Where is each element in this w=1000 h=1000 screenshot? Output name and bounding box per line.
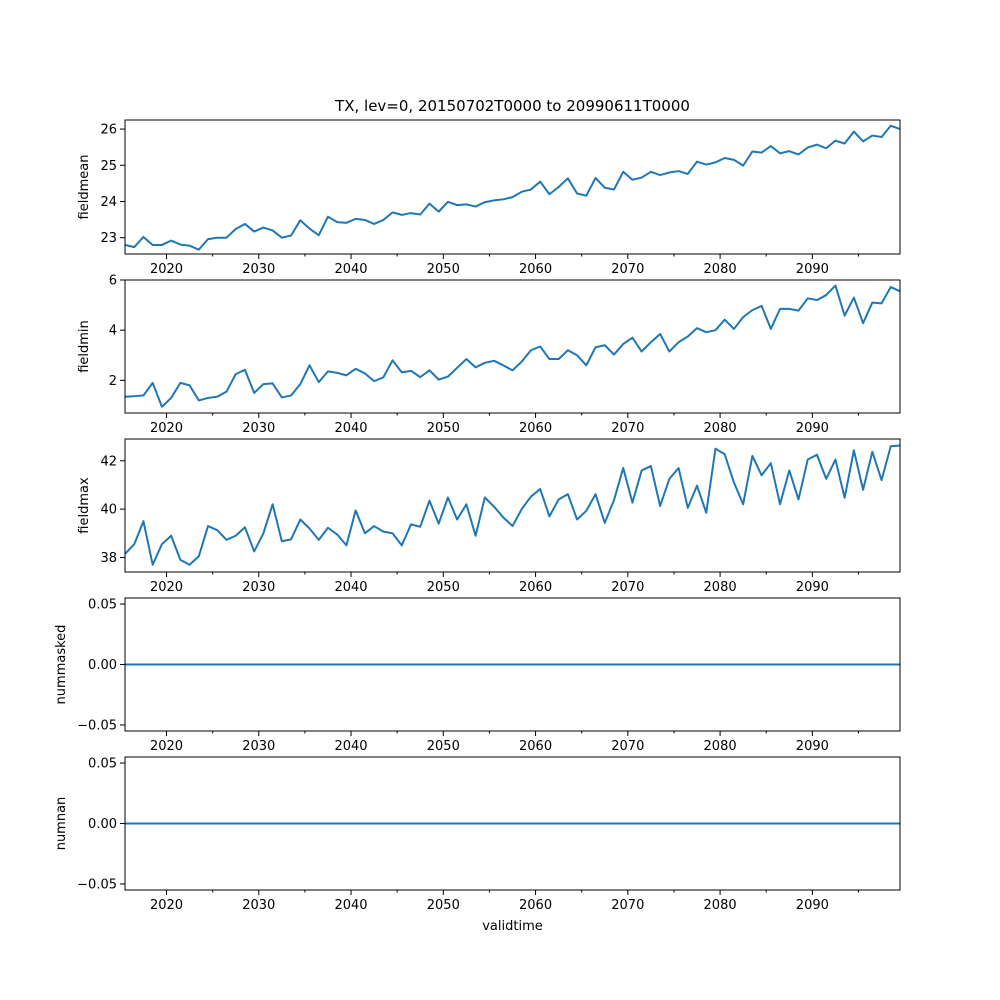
y-tick-label: 2 <box>109 374 117 389</box>
y-tick-label: 0.05 <box>88 757 117 772</box>
x-tick-label: 2030 <box>242 421 275 436</box>
x-tick-label: 2070 <box>611 898 644 913</box>
x-tick-label: 2030 <box>242 580 275 595</box>
x-tick-label: 2090 <box>796 262 829 277</box>
x-tick-label: 2070 <box>611 421 644 436</box>
y-tick-label: 0.00 <box>88 658 117 673</box>
y-tick-label: 4 <box>109 324 117 339</box>
x-tick-label: 2080 <box>704 421 737 436</box>
subplot-fieldmax: 2020 2030 2040 2050 2060 2070 2080 2090 38 40 42 fi… <box>77 438 901 595</box>
x-tick-label: 2060 <box>519 421 552 436</box>
x-tick-label: 2030 <box>242 262 275 277</box>
subplot-fieldmean: 2020 2030 2040 2050 2060 2070 2080 2090 23 24 25 26… <box>77 119 901 277</box>
y-axis-label: fieldmax <box>77 477 92 534</box>
fieldmean-axes-frame <box>124 119 901 255</box>
fieldmean-series-line <box>124 124 901 251</box>
y-tick-label: 42 <box>100 454 117 469</box>
x-tick-label: 2050 <box>427 421 460 436</box>
y-axis-label: numnan <box>54 797 69 851</box>
x-tick-label: 2080 <box>704 739 737 754</box>
x-tick-label: 2070 <box>611 262 644 277</box>
y-tick-label: 24 <box>100 195 117 210</box>
y-tick-label: −0.05 <box>77 718 117 733</box>
x-tick-label: 2090 <box>796 580 829 595</box>
x-tick-label: 2040 <box>334 421 367 436</box>
subplot-numnan: 2020 2030 2040 2050 2060 2070 2080 2090 −0.05 0.0… <box>54 756 901 913</box>
x-tick-label: 2040 <box>334 262 367 277</box>
x-tick-label: 2040 <box>334 898 367 913</box>
x-tick-label: 2050 <box>427 580 460 595</box>
x-tick-label: 2090 <box>796 739 829 754</box>
y-axis-label: fieldmin <box>77 320 92 373</box>
x-tick-label: 2080 <box>704 262 737 277</box>
x-tick-label: 2070 <box>611 739 644 754</box>
fieldmax-axes-frame <box>124 438 901 573</box>
y-tick-label: 25 <box>100 159 117 174</box>
x-tick-label: 2020 <box>150 262 183 277</box>
y-axis-label: nummasked <box>54 625 69 705</box>
y-tick-label: 6 <box>109 274 117 289</box>
x-tick-label: 2060 <box>519 739 552 754</box>
x-tick-label: 2080 <box>704 898 737 913</box>
y-tick-label: 0.00 <box>88 817 117 832</box>
x-tick-label: 2070 <box>611 580 644 595</box>
y-tick-label: 40 <box>100 503 117 518</box>
x-tick-label: 2060 <box>519 580 552 595</box>
x-tick-label: 2060 <box>519 262 552 277</box>
subplot-fieldmin: 2020 2030 2040 2050 2060 2070 2080 2090 2 4 6 field… <box>77 274 901 436</box>
fieldmin-series-line <box>124 284 901 408</box>
x-tick-label: 2020 <box>150 421 183 436</box>
y-tick-label: −0.05 <box>77 877 117 892</box>
y-tick-label: 23 <box>100 231 117 246</box>
x-tick-label: 2050 <box>427 262 460 277</box>
x-tick-label: 2020 <box>150 898 183 913</box>
x-tick-label: 2050 <box>427 898 460 913</box>
fieldmin-axes-frame <box>124 279 901 414</box>
x-axis-label: validtime <box>482 919 543 934</box>
x-tick-label: 2060 <box>519 898 552 913</box>
subplot-nummasked: 2020 2030 2040 2050 2060 2070 2080 2090 −0.05 0.0… <box>54 597 901 754</box>
x-tick-label: 2040 <box>334 739 367 754</box>
x-tick-label: 2090 <box>796 421 829 436</box>
fieldmax-series-line <box>124 444 901 566</box>
x-tick-label: 2080 <box>704 580 737 595</box>
x-tick-label: 2050 <box>427 739 460 754</box>
y-tick-label: 0.05 <box>88 598 117 613</box>
chart-title: TX, lev=0, 20150702T0000 to 20990611T000… <box>334 97 690 115</box>
x-tick-label: 2020 <box>150 580 183 595</box>
subplot-panels: 2020 2030 2040 2050 2060 2070 2080 209023242526… <box>54 119 901 913</box>
x-tick-label: 2040 <box>334 580 367 595</box>
x-tick-label: 2030 <box>242 739 275 754</box>
x-tick-label: 2030 <box>242 898 275 913</box>
x-tick-label: 2020 <box>150 739 183 754</box>
y-axis-label: fieldmean <box>77 155 92 220</box>
x-tick-label: 2090 <box>796 898 829 913</box>
y-tick-label: 26 <box>100 123 117 138</box>
y-tick-label: 38 <box>100 551 117 566</box>
